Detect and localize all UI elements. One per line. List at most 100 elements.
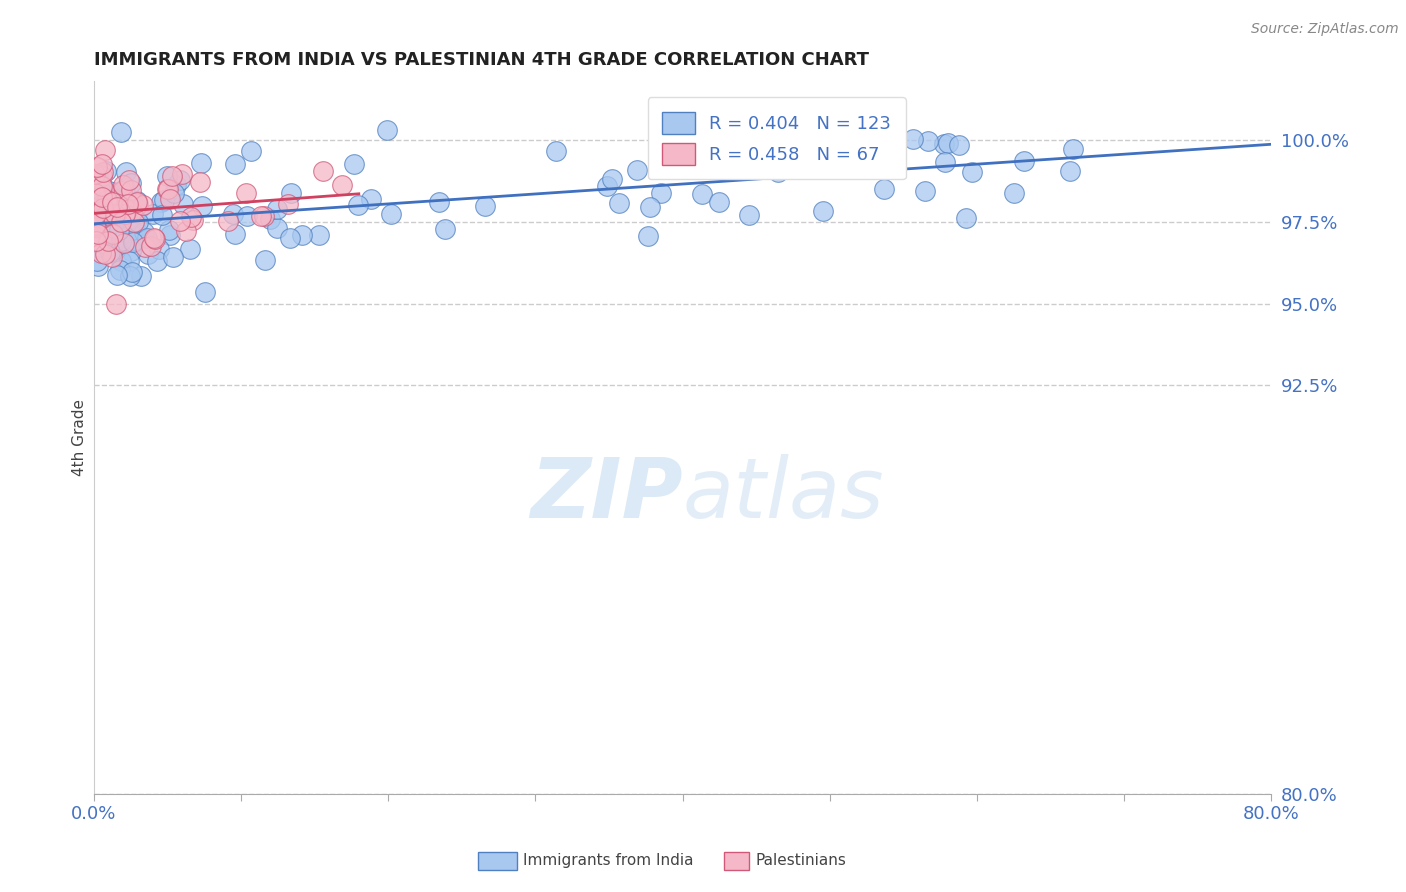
Point	[179, 242, 201, 256]
Point	[107, 222, 129, 236]
Point	[86, 207, 108, 221]
Point	[97, 233, 120, 247]
Point	[259, 212, 281, 227]
Point	[955, 211, 977, 226]
Point	[1014, 154, 1036, 169]
Point	[277, 197, 299, 211]
Point	[121, 205, 143, 219]
Point	[87, 170, 110, 185]
Point	[101, 189, 124, 203]
Point	[96, 220, 118, 235]
Point	[343, 157, 366, 171]
Point	[97, 196, 120, 211]
Point	[103, 186, 125, 200]
Point	[93, 183, 115, 197]
Point	[87, 259, 110, 273]
Point	[1062, 142, 1084, 156]
Point	[117, 211, 139, 226]
Point	[112, 178, 135, 192]
Point	[110, 215, 132, 229]
Point	[901, 131, 924, 145]
Point	[596, 178, 619, 193]
Point	[101, 227, 124, 241]
Point	[181, 213, 204, 227]
Point	[114, 186, 136, 201]
Point	[112, 236, 135, 251]
Point	[117, 203, 139, 218]
Point	[162, 250, 184, 264]
Point	[165, 178, 187, 192]
Point	[811, 203, 834, 218]
Point	[148, 242, 170, 256]
Point	[650, 186, 672, 200]
Point	[934, 137, 956, 152]
Point	[104, 198, 127, 212]
Point	[291, 228, 314, 243]
Text: Palestinians: Palestinians	[755, 854, 846, 868]
Point	[132, 198, 155, 212]
Point	[224, 157, 246, 171]
Point	[1002, 186, 1025, 200]
Text: IMMIGRANTS FROM INDIA VS PALESTINIAN 4TH GRADE CORRELATION CHART: IMMIGRANTS FROM INDIA VS PALESTINIAN 4TH…	[94, 51, 869, 69]
Point	[120, 269, 142, 284]
Point	[180, 210, 202, 224]
Point	[104, 192, 127, 206]
Point	[98, 184, 121, 198]
Point	[127, 194, 149, 208]
Point	[91, 200, 114, 214]
Point	[118, 219, 141, 233]
Point	[115, 194, 138, 209]
Point	[607, 196, 630, 211]
Point	[170, 167, 193, 181]
Point	[101, 228, 124, 243]
Point	[86, 161, 108, 175]
Point	[110, 125, 132, 139]
Point	[157, 223, 180, 237]
Point	[172, 197, 194, 211]
Point	[278, 231, 301, 245]
Point	[84, 186, 107, 200]
Point	[84, 167, 107, 181]
Point	[114, 181, 136, 195]
Point	[1059, 164, 1081, 178]
Point	[111, 206, 134, 220]
Point	[91, 165, 114, 179]
Point	[235, 186, 257, 200]
Point	[222, 207, 245, 221]
Point	[96, 208, 118, 222]
Text: ZIP: ZIP	[530, 454, 682, 535]
Point	[150, 208, 173, 222]
Point	[120, 244, 142, 259]
Point	[347, 198, 370, 212]
Point	[127, 197, 149, 211]
Point	[217, 214, 239, 228]
Point	[84, 219, 107, 234]
Point	[312, 163, 335, 178]
Point	[863, 120, 886, 135]
Point	[380, 207, 402, 221]
Point	[118, 172, 141, 186]
Point	[127, 215, 149, 229]
Point	[156, 169, 179, 183]
Point	[86, 172, 108, 186]
Point	[332, 178, 354, 193]
Point	[191, 199, 214, 213]
Y-axis label: 4th Grade: 4th Grade	[72, 399, 87, 476]
Point	[93, 201, 115, 215]
Point	[474, 199, 496, 213]
Point	[120, 176, 142, 190]
Point	[690, 187, 713, 202]
Point	[194, 285, 217, 300]
Point	[105, 242, 128, 256]
Point	[84, 228, 107, 243]
Point	[84, 235, 107, 249]
Point	[962, 165, 984, 179]
Point	[169, 173, 191, 187]
Point	[84, 228, 107, 243]
Point	[90, 169, 112, 183]
Point	[127, 195, 149, 210]
Point	[114, 207, 136, 221]
Point	[707, 195, 730, 210]
Point	[91, 222, 114, 236]
Point	[84, 212, 107, 227]
